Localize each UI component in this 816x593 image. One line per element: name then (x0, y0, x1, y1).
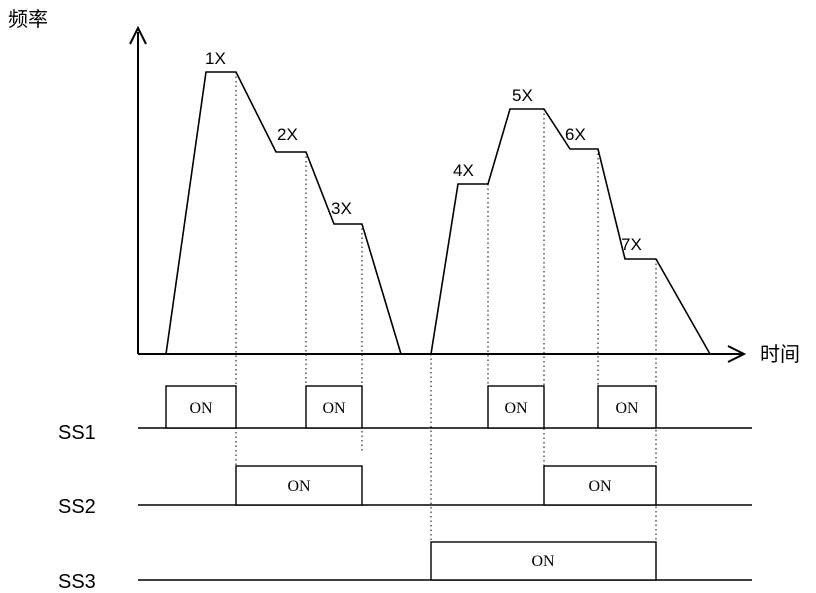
step-label-7x: 7X (621, 235, 642, 254)
signal-label-ss2: SS2 (58, 496, 96, 518)
ss2-on-label: ON (588, 478, 612, 495)
ss2-on-pulse (543, 465, 657, 506)
step-label-6x: 6X (565, 125, 586, 144)
signal-label-ss3: SS3 (58, 571, 96, 593)
ss1-on-label: ON (322, 400, 346, 417)
signal-label-ss1: SS1 (58, 422, 96, 444)
x-axis-arrow (727, 345, 747, 363)
y-axis-label: 频率 (8, 7, 48, 31)
frequency-curve-2 (430, 108, 711, 355)
step-label-2x: 2X (277, 125, 298, 144)
ss1-on-pulse (487, 385, 545, 429)
ss1-on-pulse (597, 385, 657, 429)
ss1-on-label: ON (615, 400, 639, 417)
ss1-on-pulse (305, 385, 363, 429)
ss1-on-pulse (165, 385, 237, 429)
ss1-on-label: ON (189, 400, 213, 417)
ss1-on-label: ON (504, 400, 528, 417)
ss3-on-pulse (430, 541, 657, 581)
step-label-5x: 5X (512, 86, 533, 105)
step-label-3x: 3X (331, 199, 352, 218)
ss3-on-label: ON (531, 553, 555, 570)
frequency-curve-1 (165, 71, 402, 355)
step-label-4x: 4X (453, 161, 474, 180)
y-axis-arrow (129, 25, 147, 45)
ss2-on-label: ON (287, 478, 311, 495)
ss2-on-pulse (235, 465, 363, 506)
step-label-1x: 1X (205, 49, 226, 68)
x-axis-label: 时间 (760, 342, 800, 366)
